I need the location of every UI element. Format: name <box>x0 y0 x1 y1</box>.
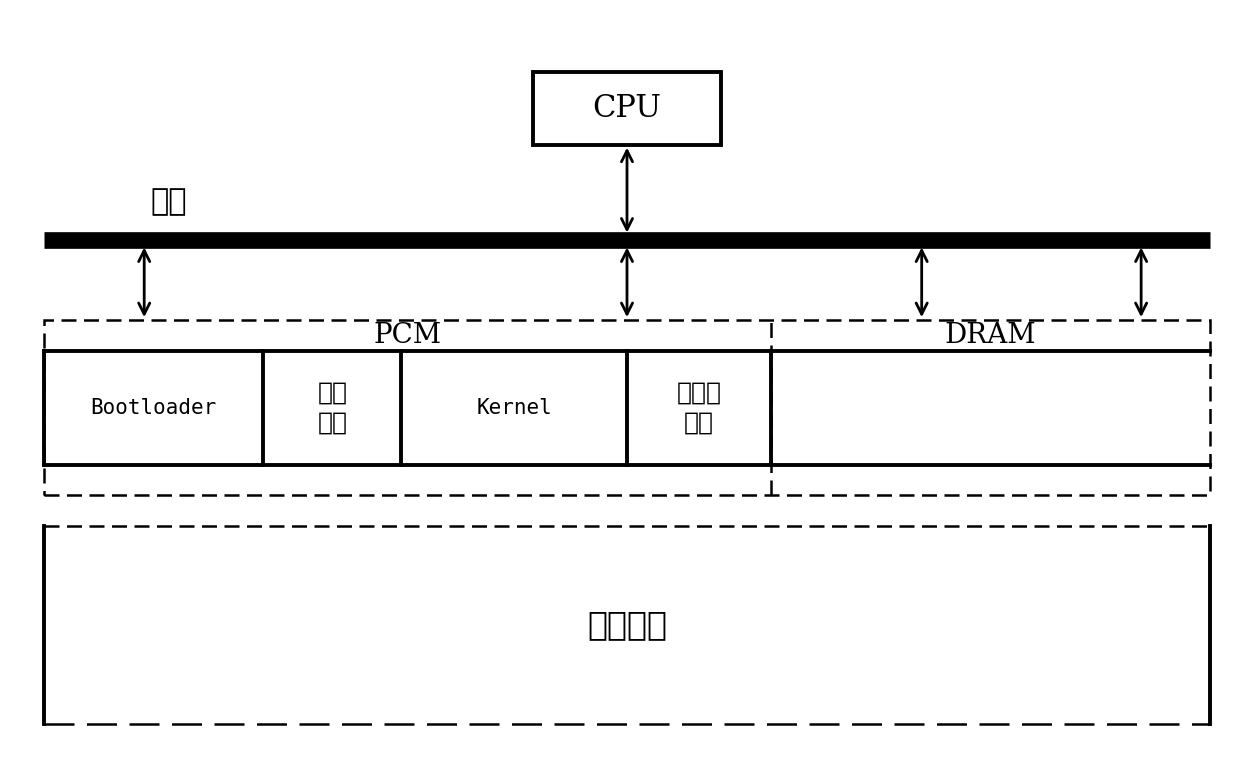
Text: DRAM: DRAM <box>944 322 1037 349</box>
Text: PCM: PCM <box>374 322 441 349</box>
Bar <box>533 72 721 145</box>
Text: 根文件
系统: 根文件 系统 <box>677 380 721 435</box>
Text: Bootloader: Bootloader <box>90 398 217 418</box>
Text: 启动
参数: 启动 参数 <box>317 380 347 435</box>
Text: Kernel: Kernel <box>477 398 552 418</box>
Text: 总线: 总线 <box>150 187 187 216</box>
Text: CPU: CPU <box>592 93 662 124</box>
Bar <box>44 320 1210 495</box>
Text: 统一编址: 统一编址 <box>587 608 667 642</box>
